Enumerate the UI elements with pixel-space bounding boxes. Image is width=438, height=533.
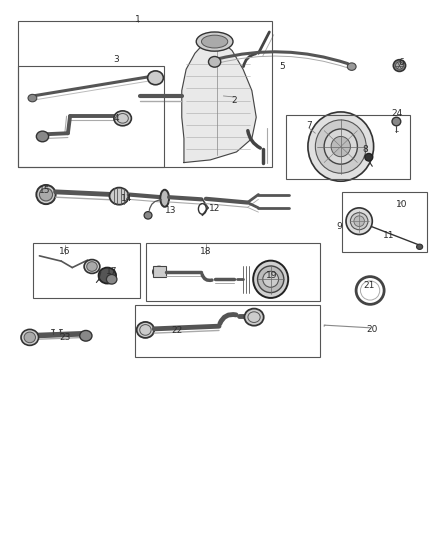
Bar xyxy=(18,21,272,167)
Ellipse shape xyxy=(315,120,366,173)
Text: 4: 4 xyxy=(113,114,119,123)
Ellipse shape xyxy=(153,266,165,277)
Ellipse shape xyxy=(201,35,228,48)
Text: 9: 9 xyxy=(336,222,343,231)
Ellipse shape xyxy=(253,261,288,298)
Ellipse shape xyxy=(36,185,56,204)
Ellipse shape xyxy=(39,188,53,201)
Text: 1: 1 xyxy=(135,15,141,24)
Ellipse shape xyxy=(346,208,372,235)
Ellipse shape xyxy=(160,190,169,207)
Text: 10: 10 xyxy=(396,200,407,208)
Ellipse shape xyxy=(258,266,284,293)
Ellipse shape xyxy=(208,56,221,67)
Ellipse shape xyxy=(331,136,350,157)
Text: 19: 19 xyxy=(266,271,277,279)
Text: 24: 24 xyxy=(392,109,403,118)
Ellipse shape xyxy=(417,244,423,249)
Ellipse shape xyxy=(106,274,117,284)
Ellipse shape xyxy=(365,154,373,161)
Bar xyxy=(342,192,427,252)
Ellipse shape xyxy=(354,216,364,227)
Ellipse shape xyxy=(308,112,374,181)
Ellipse shape xyxy=(137,322,154,338)
Bar xyxy=(153,266,166,277)
Text: 14: 14 xyxy=(121,195,133,203)
Text: 23: 23 xyxy=(59,334,71,342)
Ellipse shape xyxy=(196,32,233,51)
Bar xyxy=(33,243,140,298)
Ellipse shape xyxy=(99,268,116,284)
Ellipse shape xyxy=(84,260,100,273)
Ellipse shape xyxy=(87,262,97,271)
Ellipse shape xyxy=(80,330,92,341)
Bar xyxy=(135,305,320,357)
Text: 5: 5 xyxy=(279,62,286,70)
Text: 16: 16 xyxy=(59,247,71,255)
Text: 18: 18 xyxy=(200,247,212,255)
Text: 11: 11 xyxy=(383,231,395,240)
Text: 13: 13 xyxy=(165,206,177,214)
Text: 15: 15 xyxy=(39,187,50,195)
Text: 12: 12 xyxy=(209,205,220,213)
Ellipse shape xyxy=(324,129,357,164)
Ellipse shape xyxy=(148,71,163,85)
Ellipse shape xyxy=(393,60,406,71)
Text: 20: 20 xyxy=(367,325,378,334)
Text: 8: 8 xyxy=(363,145,369,154)
Ellipse shape xyxy=(244,309,264,326)
Text: 6: 6 xyxy=(398,59,404,67)
Text: 2: 2 xyxy=(232,96,237,104)
Text: 7: 7 xyxy=(306,121,312,130)
Text: 22: 22 xyxy=(172,326,183,335)
Ellipse shape xyxy=(347,63,356,70)
Bar xyxy=(146,243,320,301)
Ellipse shape xyxy=(21,329,39,345)
Ellipse shape xyxy=(110,188,129,205)
Text: 21: 21 xyxy=(364,281,375,289)
Ellipse shape xyxy=(24,332,35,343)
Ellipse shape xyxy=(114,111,131,126)
Text: 3: 3 xyxy=(113,55,119,64)
Ellipse shape xyxy=(36,131,49,142)
Bar xyxy=(18,66,164,167)
Polygon shape xyxy=(182,40,256,163)
Ellipse shape xyxy=(144,212,152,219)
Ellipse shape xyxy=(28,94,37,102)
Ellipse shape xyxy=(350,213,368,230)
Ellipse shape xyxy=(396,62,403,69)
Bar xyxy=(286,115,410,179)
Ellipse shape xyxy=(263,271,279,287)
Text: 17: 17 xyxy=(106,268,117,276)
Ellipse shape xyxy=(392,117,401,126)
